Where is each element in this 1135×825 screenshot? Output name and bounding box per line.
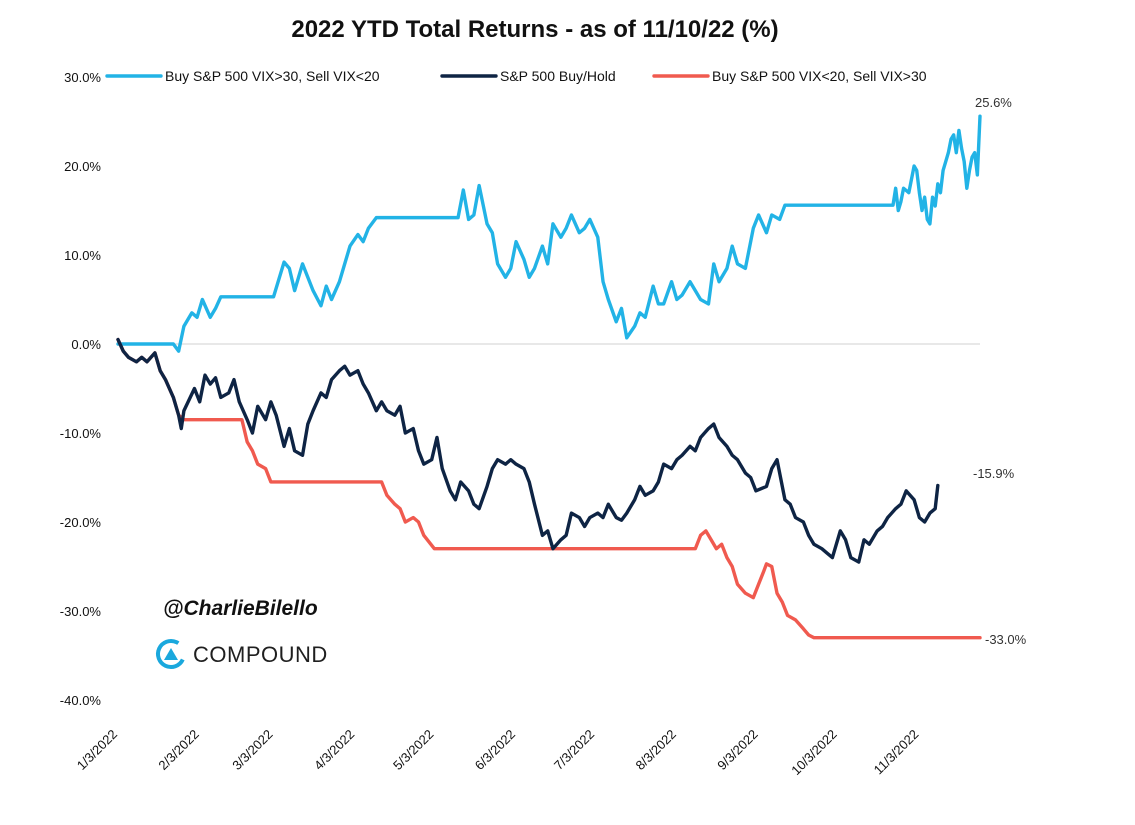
watermark-layer: @CharlieBilello COMPOUND bbox=[156, 597, 328, 669]
y-tick-label: 30.0% bbox=[64, 70, 101, 85]
series-end-label-2: -33.0% bbox=[985, 632, 1027, 647]
x-tick-label: 4/3/2022 bbox=[311, 727, 357, 773]
x-tick-label: 5/3/2022 bbox=[390, 727, 436, 773]
series-line-1 bbox=[116, 337, 940, 564]
end-label-layer: 25.6% -15.9% -33.0% bbox=[973, 95, 1027, 647]
y-tick-label: -30.0% bbox=[60, 604, 102, 619]
watermark-brand: COMPOUND bbox=[193, 642, 328, 667]
x-axis-layer: 1/3/2022 2/3/2022 3/3/2022 4/3/2022 5/3/2022… bbox=[74, 727, 922, 779]
y-tick-label: -20.0% bbox=[60, 515, 102, 530]
chart-title: 2022 YTD Total Returns - as of 11/10/22 … bbox=[291, 16, 778, 43]
chart-title-layer: 2022 YTD Total Returns - as of 11/10/22 … bbox=[291, 16, 778, 43]
x-tick-label: 6/3/2022 bbox=[472, 727, 518, 773]
x-tick-label: 10/3/2022 bbox=[788, 727, 840, 779]
x-tick-label: 8/3/2022 bbox=[633, 727, 679, 773]
x-tick-label: 2/3/2022 bbox=[155, 727, 201, 773]
legend-label-0: Buy S&P 500 VIX>30, Sell VIX<20 bbox=[165, 68, 380, 84]
y-tick-label: -40.0% bbox=[60, 693, 102, 708]
series-line-0 bbox=[116, 114, 982, 353]
legend-label-1: S&P 500 Buy/Hold bbox=[500, 68, 616, 84]
x-tick-label: 9/3/2022 bbox=[714, 727, 760, 773]
compound-logo-icon bbox=[156, 639, 186, 669]
x-tick-label: 3/3/2022 bbox=[229, 727, 275, 773]
series-end-label-0: 25.6% bbox=[975, 95, 1012, 110]
series-layer bbox=[116, 114, 982, 640]
y-tick-label: -10.0% bbox=[60, 426, 102, 441]
x-tick-label: 11/3/2022 bbox=[871, 727, 922, 778]
x-tick-label: 1/3/2022 bbox=[74, 727, 120, 773]
y-tick-label: 20.0% bbox=[64, 159, 101, 174]
watermark-handle: @CharlieBilello bbox=[163, 597, 318, 620]
series-end-label-1: -15.9% bbox=[973, 466, 1015, 481]
y-tick-label: 10.0% bbox=[64, 248, 101, 263]
legend-label-2: Buy S&P 500 VIX<20, Sell VIX>30 bbox=[712, 68, 927, 84]
series-line-2 bbox=[116, 337, 982, 640]
x-tick-label: 7/3/2022 bbox=[551, 727, 597, 773]
y-axis-layer: 30.0% 20.0% 10.0% 0.0% -10.0% -20.0% -30.0% -40… bbox=[60, 70, 102, 708]
y-tick-label: 0.0% bbox=[71, 337, 101, 352]
legend-layer: Buy S&P 500 VIX>30, Sell VIX<20 S&P 500 B… bbox=[105, 68, 927, 84]
